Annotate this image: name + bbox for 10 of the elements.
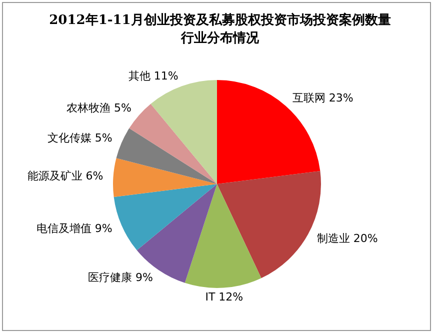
slice-label: 文化传媒 5% bbox=[47, 132, 112, 145]
slice-label: 其他 11% bbox=[128, 70, 178, 83]
slice-label: IT 12% bbox=[205, 290, 244, 304]
slice-label: 农林牧渔 5% bbox=[66, 101, 132, 114]
chart-title: 2012年1-11月创业投资及私募股权投资市场投资案例数量行业分布情况 bbox=[48, 12, 392, 48]
slice-label: 医疗健康 9% bbox=[88, 271, 153, 284]
slice-label: 制造业 20% bbox=[316, 232, 378, 245]
slice-label: 互联网 23% bbox=[292, 91, 354, 104]
slice-label: 能源及矿业 6% bbox=[27, 170, 104, 183]
slice-label: 电信及增值 9% bbox=[36, 222, 112, 236]
